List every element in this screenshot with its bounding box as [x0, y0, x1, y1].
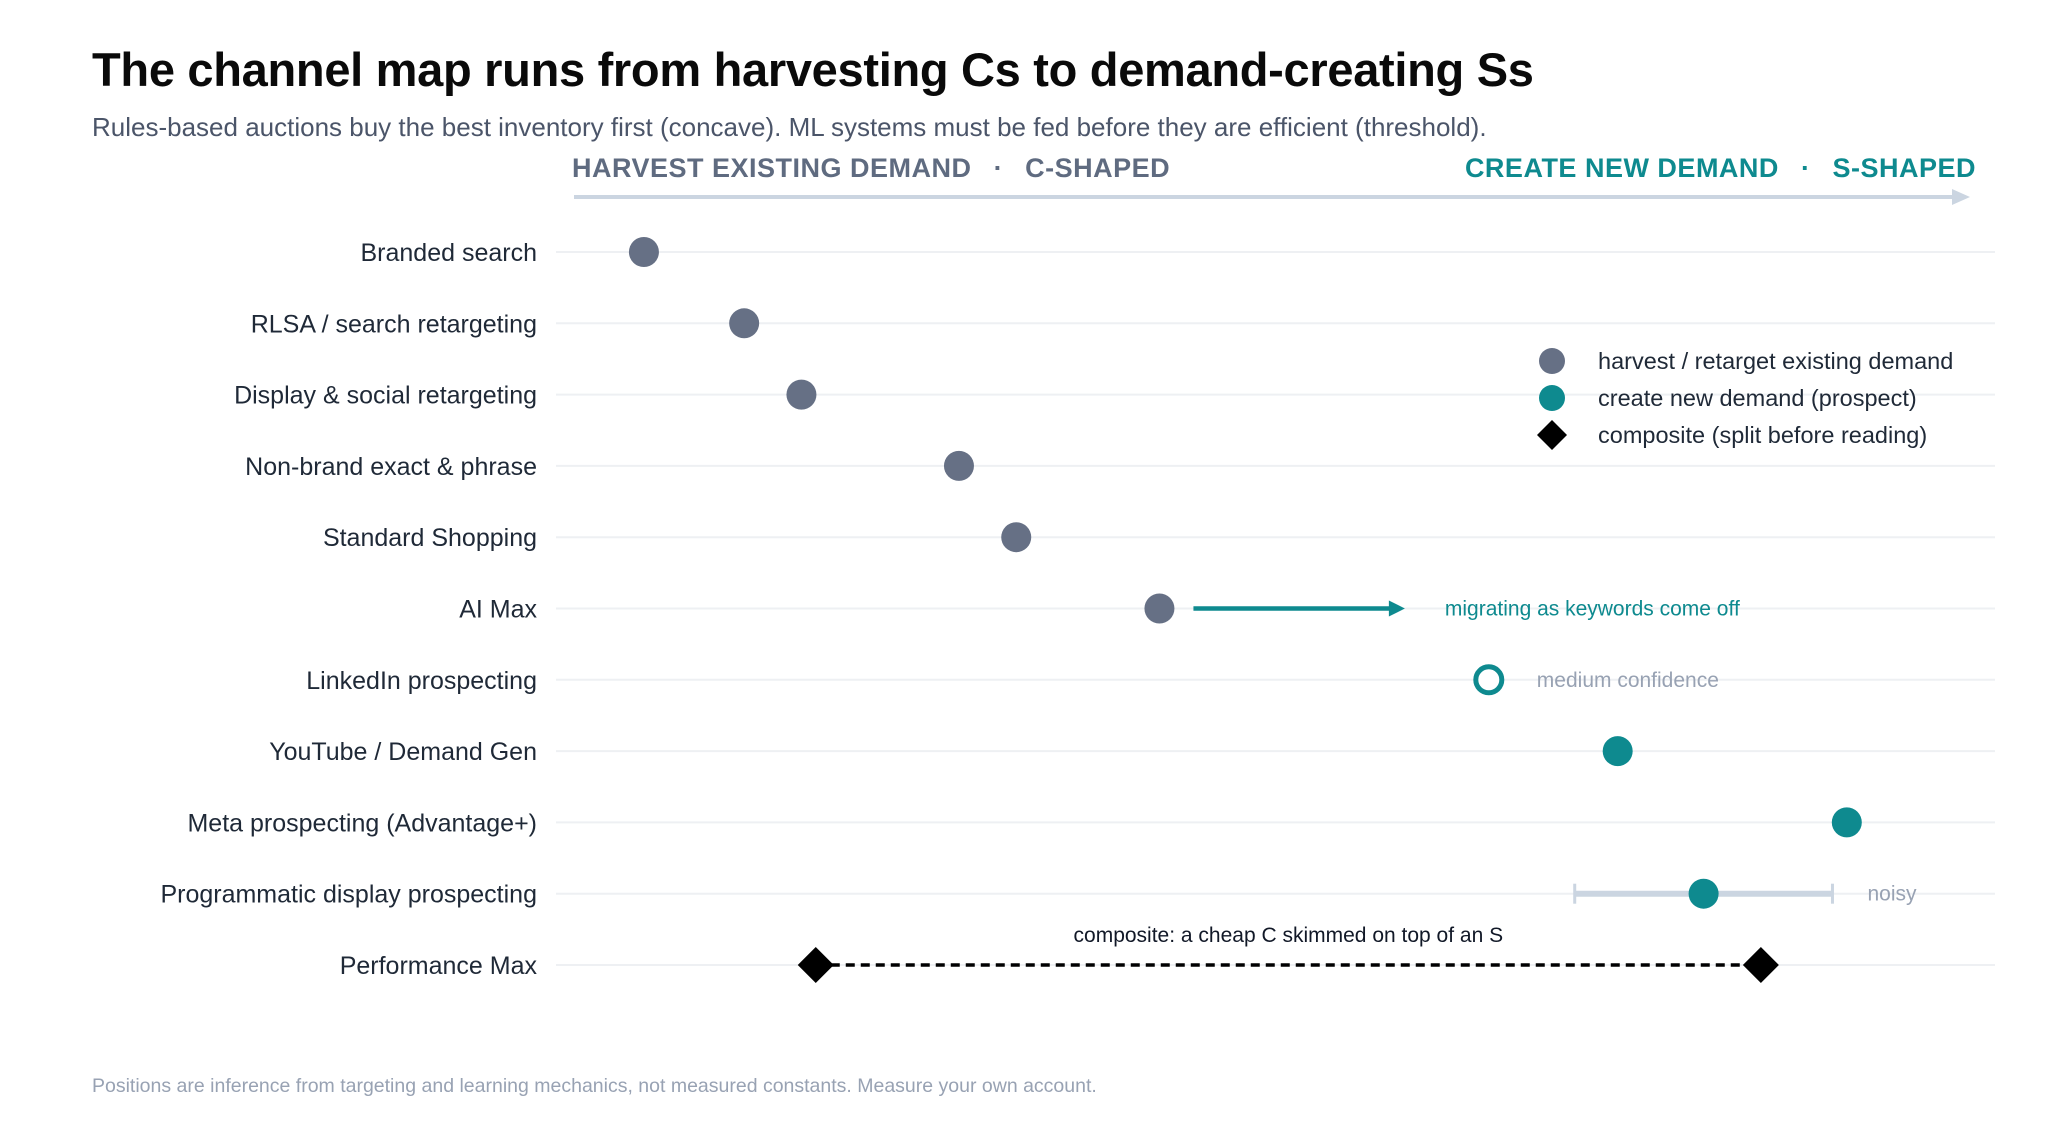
composite-note: composite: a cheap C skimmed on top of a… — [1074, 924, 1504, 947]
legend-label-create-new-demand-prospect: create new demand (prospect) — [1598, 385, 1917, 411]
legend-label-composite-split-before-reading: composite (split before reading) — [1598, 422, 1927, 448]
legend-label-harvest-retarget-existing-demand: harvest / retarget existing demand — [1598, 348, 1953, 374]
note-ai-max: migrating as keywords come off — [1445, 598, 1740, 621]
row-label-youtube-demand-gen: YouTube / Demand Gen — [269, 738, 537, 766]
band-separator-right: · — [1801, 153, 1811, 183]
harvest-band-title: HARVEST EXISTING DEMAND — [572, 153, 972, 183]
create-band-tag: S-SHAPED — [1832, 153, 1976, 183]
axis-band: HARVEST EXISTING DEMAND · C-SHAPED CREAT… — [572, 153, 1976, 205]
row-label-performance-max: Performance Max — [340, 952, 538, 980]
band-separator-left: · — [994, 153, 1004, 183]
row-label-display-social-retargeting: Display & social retargeting — [234, 382, 537, 410]
dot-youtube-demand-gen — [1602, 736, 1633, 767]
chart-title: The channel map runs from harvesting Cs … — [92, 43, 1534, 96]
dot-ai-max — [1144, 593, 1175, 624]
dot-linkedin-prospecting — [1473, 664, 1505, 696]
legend-marker-create-new-demand-prospect — [1539, 385, 1565, 411]
row-label-ai-max: AI Max — [459, 596, 537, 624]
dot-rlsa-search-retargeting — [729, 308, 760, 339]
note-linkedin-prospecting: medium confidence — [1537, 669, 1719, 692]
data-marks: migrating as keywords come off medium con… — [628, 237, 1917, 983]
dot-programmatic-display-prospecting — [1688, 878, 1719, 909]
row-label-meta-prospecting-advantage: Meta prospecting (Advantage+) — [187, 809, 537, 837]
dot-standard-shopping — [1001, 522, 1032, 553]
legend-marker-composite — [1537, 420, 1567, 450]
harvest-band-tag: C-SHAPED — [1025, 153, 1170, 183]
dot-meta-prospecting-advantage — [1831, 807, 1862, 838]
note-programmatic-display-prospecting: noisy — [1867, 883, 1917, 906]
create-band-label: CREATE NEW DEMAND · S-SHAPED — [1465, 153, 1976, 183]
legend: harvest / retarget existing demand create… — [1537, 348, 1953, 450]
row-label-linkedin-prospecting: LinkedIn prospecting — [306, 667, 537, 695]
dot-branded-search — [628, 237, 659, 267]
row-label-standard-shopping: Standard Shopping — [323, 524, 537, 552]
row-label-branded-search: Branded search — [360, 239, 537, 267]
dot-display-social-retargeting — [786, 379, 817, 410]
direction-arrow-head — [1952, 189, 1970, 205]
harvest-band-label: HARVEST EXISTING DEMAND · C-SHAPED — [572, 153, 1170, 183]
chart-subtitle: Rules-based auctions buy the best invent… — [92, 112, 1487, 142]
row-label-programmatic-display-prospecting: Programmatic display prospecting — [160, 881, 537, 909]
create-band-title: CREATE NEW DEMAND — [1465, 153, 1779, 183]
migration-arrow-head — [1388, 600, 1405, 617]
row-labels: Branded search RLSA / search retargeting D… — [160, 239, 537, 980]
row-label-rlsa-search-retargeting: RLSA / search retargeting — [251, 310, 537, 338]
legend-marker-harvest-retarget-existing-demand — [1539, 348, 1565, 374]
composite-diamond-end — [1742, 947, 1779, 983]
row-label-non-brand-exact-phrase: Non-brand exact & phrase — [245, 453, 537, 481]
dot-non-brand-exact-phrase — [943, 450, 974, 481]
footnote: Positions are inference from targeting a… — [92, 1075, 1097, 1097]
composite-diamond-start — [797, 947, 834, 983]
